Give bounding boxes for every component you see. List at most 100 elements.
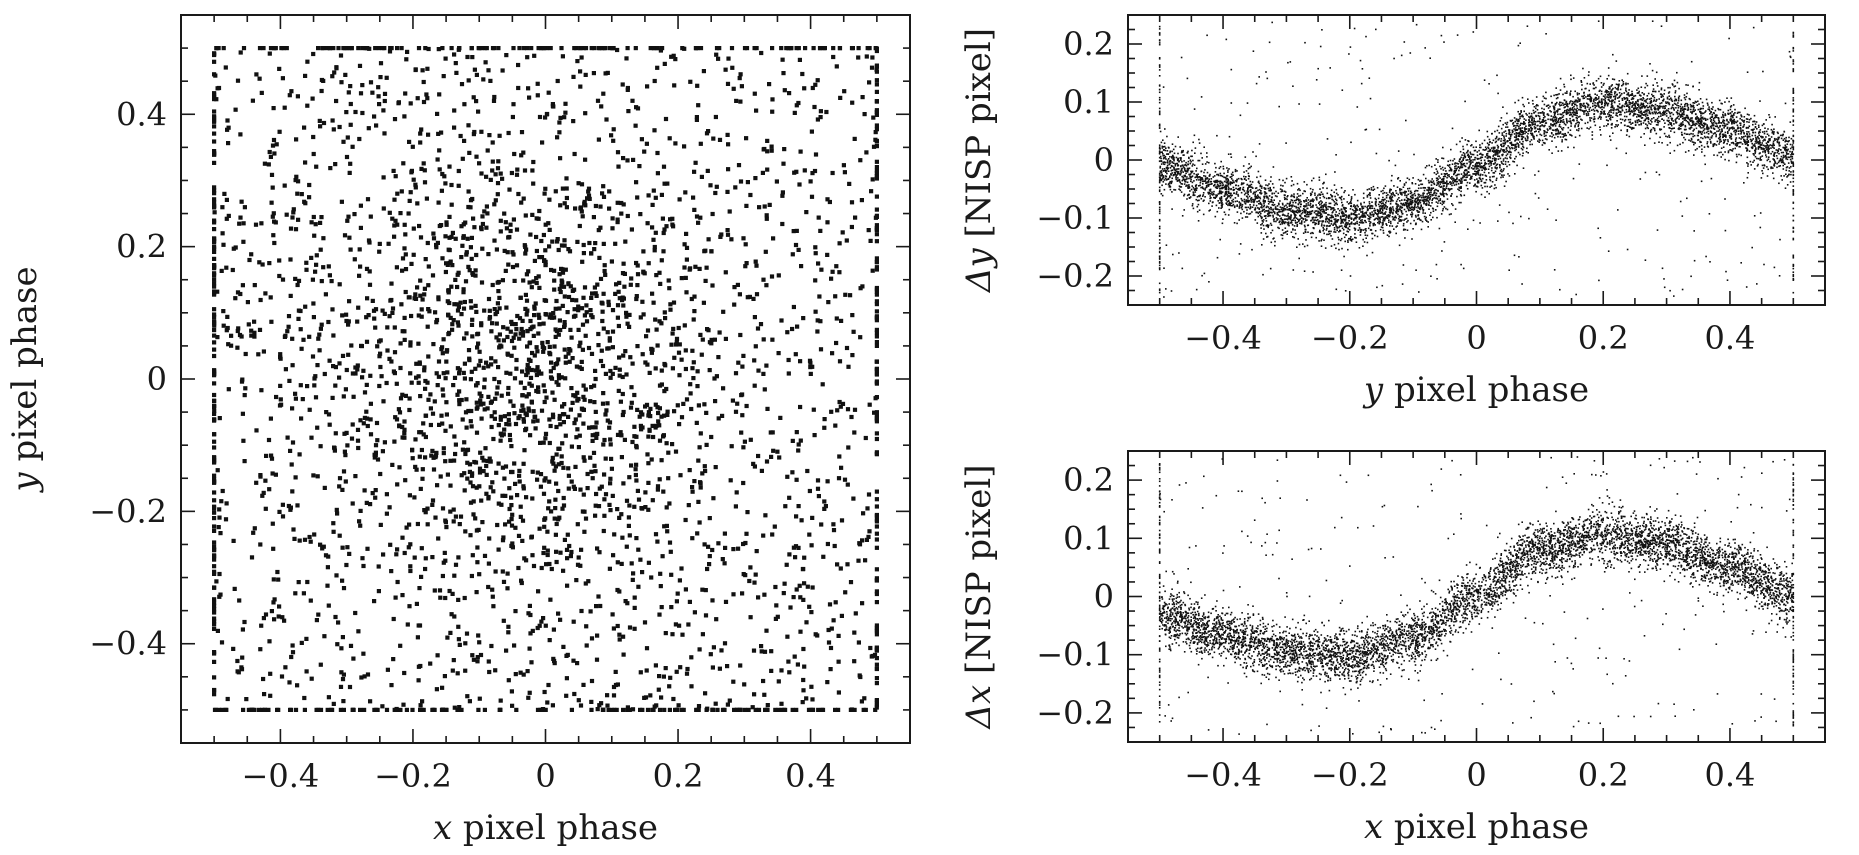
data-point: [362, 415, 367, 420]
data-point: [629, 400, 634, 405]
data-point: [578, 84, 583, 89]
data-point: [1663, 89, 1666, 92]
data-point: [1520, 131, 1523, 134]
data-point: [608, 368, 613, 374]
data-point: [562, 201, 567, 206]
data-point: [696, 499, 701, 504]
data-point: [632, 605, 637, 610]
data-point: [634, 180, 639, 185]
data-point: [1494, 137, 1497, 140]
data-point: [1333, 228, 1336, 231]
data-point: [299, 346, 304, 351]
data-point: [695, 531, 700, 536]
data-point: [836, 633, 841, 638]
data-point: [553, 506, 558, 511]
data-point: [697, 520, 702, 525]
data-point: [794, 169, 799, 174]
data-point: [1169, 176, 1171, 179]
data-point: [260, 493, 265, 498]
data-point: [1281, 202, 1284, 205]
data-point: [862, 696, 867, 701]
data-point: [723, 545, 728, 550]
data-point: [412, 555, 417, 560]
data-point: [1295, 217, 1298, 219]
data-point: [402, 427, 407, 432]
data-point: [1453, 170, 1456, 172]
data-point: [509, 523, 515, 528]
data-point: [607, 420, 613, 425]
data-point: [629, 463, 634, 468]
data-point: [1195, 179, 1198, 181]
data-point: [516, 85, 521, 91]
data-point: [874, 517, 879, 522]
data-point: [1512, 130, 1514, 133]
data-point: [801, 688, 806, 693]
data-point: [450, 322, 455, 327]
data-point: [1609, 116, 1612, 119]
data-point: [1402, 204, 1404, 206]
data-point: [497, 295, 502, 300]
data-point: [1618, 85, 1620, 87]
data-point: [218, 531, 223, 536]
data-point: [644, 334, 649, 339]
data-point: [246, 322, 251, 327]
data-point: [381, 108, 386, 113]
data-point: [1334, 231, 1337, 233]
data-point: [571, 658, 576, 663]
data-point: [456, 270, 461, 275]
data-point: [595, 282, 600, 287]
data-point: [315, 474, 320, 479]
data-point: [404, 707, 409, 712]
data-point: [348, 84, 353, 89]
data-point: [731, 592, 736, 597]
data-point: [447, 214, 452, 219]
data-point: [1560, 101, 1562, 104]
data-point: [874, 359, 879, 364]
data-point: [1171, 161, 1173, 163]
data-point: [410, 448, 415, 453]
data-point: [1397, 177, 1400, 179]
data-point: [1293, 196, 1296, 199]
data-point: [543, 186, 548, 191]
data-point: [328, 166, 333, 171]
data-point: [1689, 126, 1692, 129]
data-point: [607, 189, 612, 194]
data-point: [252, 319, 257, 324]
data-point: [653, 532, 659, 537]
data-point: [334, 573, 339, 578]
data-point: [482, 377, 487, 382]
data-point: [1683, 117, 1685, 119]
data-point: [1657, 107, 1659, 109]
data-point: [463, 410, 469, 415]
data-point: [1347, 231, 1350, 233]
data-point: [471, 132, 476, 137]
data-point: [655, 65, 660, 70]
data-point: [664, 386, 669, 392]
data-point: [217, 594, 222, 599]
data-point: [212, 210, 217, 215]
data-point: [688, 391, 693, 396]
data-point: [513, 421, 519, 427]
data-point: [402, 329, 407, 334]
data-point: [816, 261, 821, 266]
data-point: [331, 529, 336, 534]
data-point: [1658, 111, 1660, 114]
data-point: [1658, 141, 1660, 143]
data-point: [716, 56, 721, 61]
data-point: [754, 108, 759, 113]
data-point: [614, 707, 619, 712]
data-point: [627, 503, 632, 508]
data-point: [615, 315, 620, 320]
data-point: [738, 179, 744, 184]
data-point: [270, 214, 275, 219]
data-point: [1406, 207, 1409, 209]
data-point: [692, 294, 697, 299]
data-point: [1422, 196, 1425, 199]
data-point: [798, 149, 803, 154]
data-point: [692, 169, 697, 174]
data-point: [468, 480, 473, 485]
data-point: [1699, 123, 1701, 125]
data-point: [763, 249, 768, 254]
data-point: [212, 490, 217, 495]
data-point: [1502, 176, 1504, 178]
